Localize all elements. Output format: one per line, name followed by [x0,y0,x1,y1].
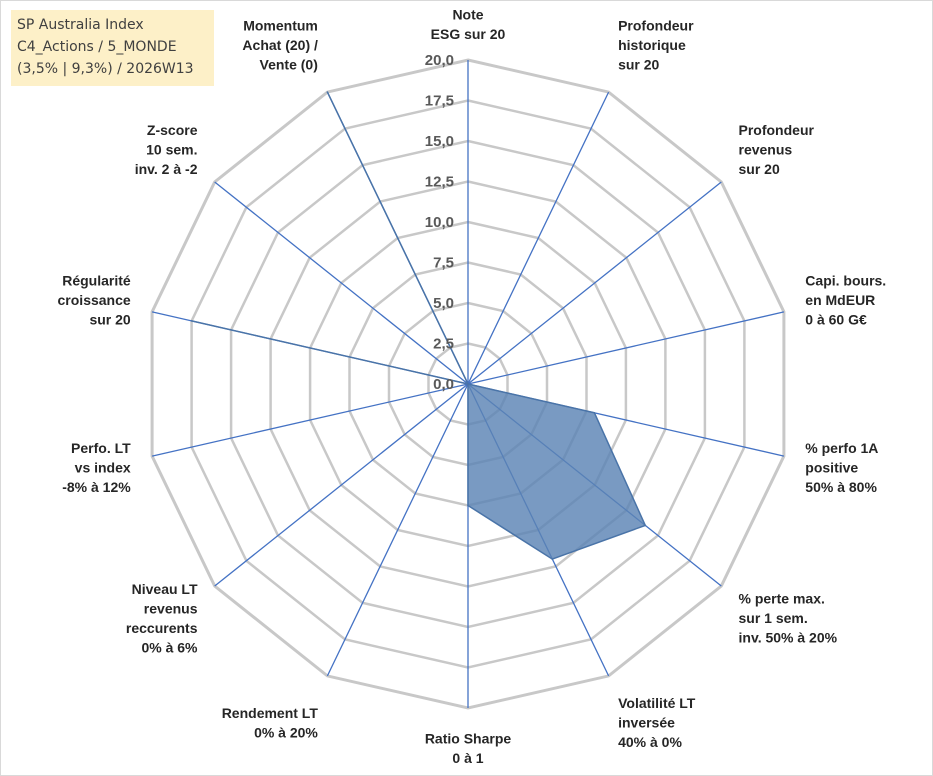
spoke-10 [151,383,469,457]
category-label-7-line-1: 0 à 1 [452,750,483,766]
radar-category-labels: Note ESG sur 20 Profondeur historique sur 20… [58,7,887,767]
category-label-3-line-0: Capi. bours. [805,273,886,289]
category-label-13-line-2: Vente (0) [260,57,318,73]
category-label-1: Profondeur historique sur 20 [618,18,694,73]
title-line-3: (3,5% | 9,3%) / 2026W13 [17,61,194,77]
tick-label-7: 17,5 [425,93,454,110]
data-point-6 [551,558,554,560]
category-label-10-line-2: -8% à 12% [62,479,131,495]
category-label-13-line-1: Achat (20) / [242,37,318,53]
category-label-6: Volatilité LT inversée 40% à 0% [618,695,696,750]
category-label-11: Régularité croissance sur 20 [58,273,131,328]
category-label-2-line-1: revenus [739,141,793,157]
category-label-11-line-2: sur 20 [89,312,130,328]
category-label-2: Profondeur revenus sur 20 [739,122,815,177]
title-line-2: C4_Actions / 5_MONDE [17,39,177,55]
category-label-5-line-2: inv. 50% à 20% [739,630,838,646]
tick-label-8: 20,0 [425,52,454,69]
category-label-7-line-0: Ratio Sharpe [425,731,512,747]
data-point-4 [593,412,596,414]
category-label-2-line-0: Profondeur [739,122,815,138]
category-label-4-line-1: positive [805,459,858,475]
spoke-1 [467,91,610,385]
category-label-2-line-2: sur 20 [739,161,780,177]
spoke-2 [467,181,722,385]
category-label-8: Rendement LT 0% à 20% [222,705,319,741]
category-label-9-line-0: Niveau LT [132,581,198,597]
spoke-12 [214,181,469,385]
category-label-5-line-0: % perte max. [739,591,825,607]
category-label-6-line-1: inversée [618,715,675,731]
category-label-1-line-1: historique [618,37,686,53]
category-label-12-line-1: 10 sem. [146,141,197,157]
category-label-3: Capi. bours. en MdEUR 0 à 60 G€ [805,273,886,328]
radar-tick-labels: 0,0 2,5 5,0 7,5 10,0 12,5 15,0 17,5 20,0 [425,52,454,393]
tick-label-3: 7,5 [433,255,454,272]
category-label-11-line-1: croissance [58,292,131,308]
category-label-12-line-2: inv. 2 à -2 [135,161,198,177]
category-label-0-line-0: Note [452,7,483,23]
category-label-1-line-0: Profondeur [618,18,694,34]
category-label-5-line-1: sur 1 sem. [739,610,808,626]
category-label-9: Niveau LT revenus reccurents 0% à 6% [126,581,198,656]
category-label-6-line-0: Volatilité LT [618,695,696,711]
data-point-13 [326,91,329,93]
tick-label-6: 15,0 [425,133,454,150]
category-label-3-line-1: en MdEUR [805,292,875,308]
tick-label-1: 2,5 [433,336,454,353]
data-point-11 [190,320,193,322]
category-label-12: Z-score 10 sem. inv. 2 à -2 [135,122,198,177]
spoke-8 [326,383,469,677]
radar-series [190,91,647,560]
category-label-9-line-1: revenus [144,600,198,616]
title-line-1: SP Australia Index [17,17,144,33]
category-label-3-line-2: 0 à 60 G€ [805,312,867,328]
category-label-4: % perfo 1A positive 50% à 80% [805,440,878,495]
category-label-13: Momentum Achat (20) / Vente (0) [242,18,318,73]
category-label-13-line-0: Momentum [243,18,318,34]
category-label-7: Ratio Sharpe 0 à 1 [425,731,512,767]
category-label-8-line-0: Rendement LT [222,705,319,721]
category-label-6-line-2: 40% à 0% [618,734,682,750]
category-label-4-line-2: 50% à 80% [805,479,877,495]
tick-label-2: 5,0 [433,295,454,312]
category-label-1-line-2: sur 20 [618,57,659,73]
category-label-12-line-0: Z-score [147,122,198,138]
tick-label-4: 10,0 [425,214,454,231]
category-label-4-line-0: % perfo 1A [805,440,878,456]
category-label-11-line-0: Régularité [62,273,131,289]
spoke-3 [467,311,785,385]
tick-label-0: 0,0 [433,376,454,393]
category-label-10-line-0: Perfo. LT [71,440,131,456]
data-point-5 [644,524,647,527]
chart-title-box: SP Australia Index C4_Actions / 5_MONDE … [11,10,214,86]
category-label-10: Perfo. LT vs index -8% à 12% [62,440,131,495]
category-label-9-line-2: reccurents [126,620,198,636]
category-label-5: % perte max. sur 1 sem. inv. 50% à 20% [739,591,838,646]
category-label-8-line-1: 0% à 20% [254,724,318,740]
category-label-10-line-1: vs index [75,459,131,475]
data-point-7 [467,504,469,507]
category-label-9-line-3: 0% à 6% [141,639,198,655]
category-label-0: Note ESG sur 20 [431,7,506,43]
spoke-9 [214,383,469,587]
category-label-0-line-1: ESG sur 20 [431,26,506,42]
data-point-12 [467,383,469,385]
tick-label-5: 12,5 [425,174,454,191]
series-area-0 [191,91,647,560]
